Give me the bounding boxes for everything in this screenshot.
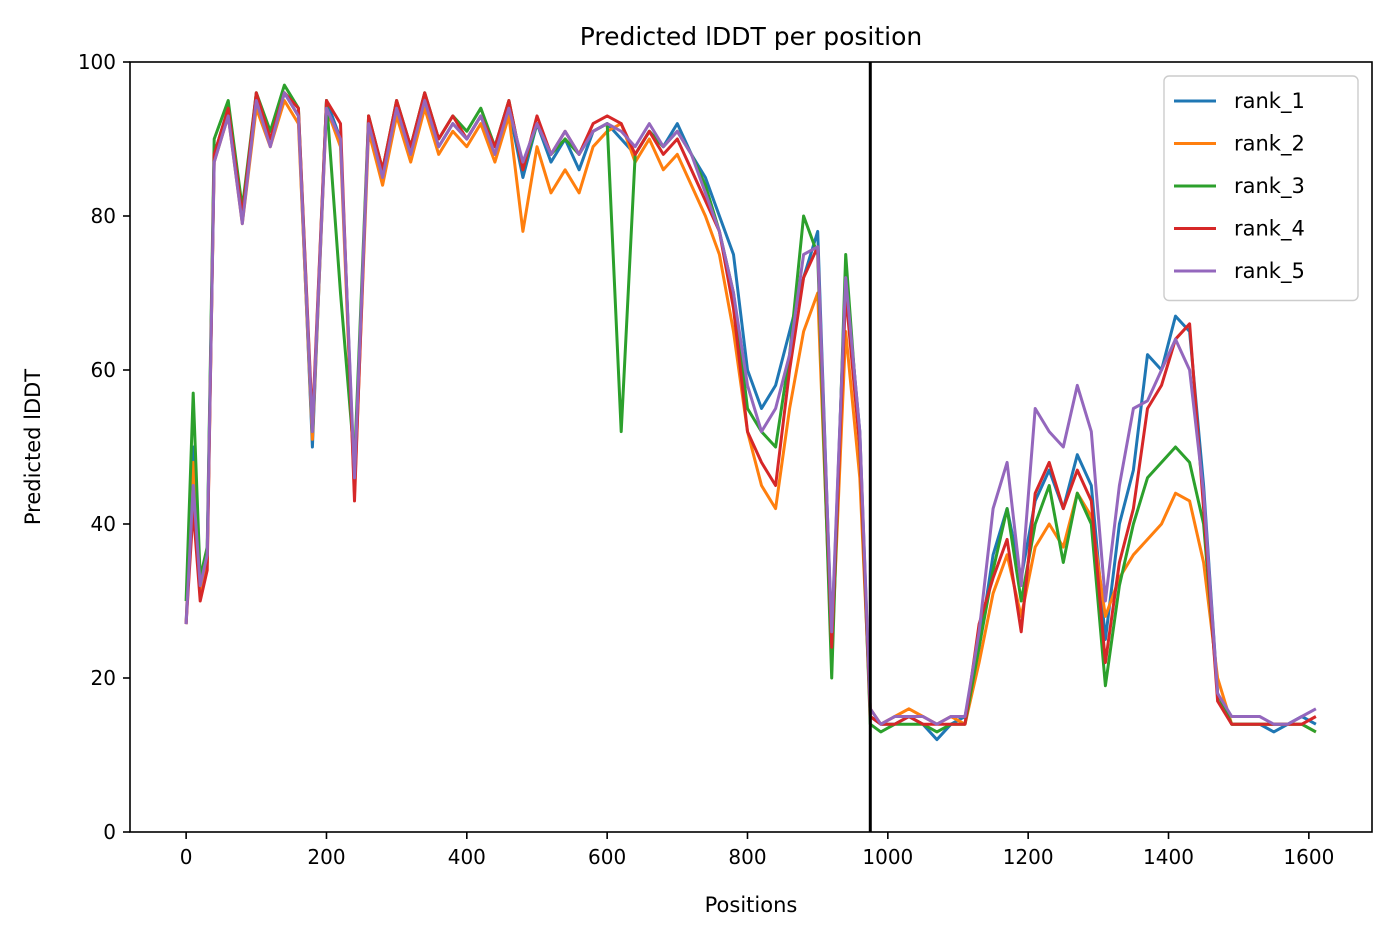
x-tick-label: 1400 [1143,845,1194,869]
legend-label-rank_1: rank_1 [1234,89,1305,114]
y-tick-label: 0 [103,820,116,844]
x-axis-title: Positions [705,893,798,917]
legend-label-rank_4: rank_4 [1234,217,1305,242]
x-tick-label: 0 [180,845,193,869]
x-tick-label: 600 [588,845,626,869]
plot-frame [129,61,1373,833]
x-tick-label: 800 [728,845,766,869]
legend-label-rank_2: rank_2 [1234,132,1305,157]
series-group [184,83,1317,742]
x-tick-label: 1000 [862,845,913,869]
y-axis: 0 20 40 60 80 100 [78,50,130,844]
x-tick-label: 400 [448,845,486,869]
x-tick-label: 1600 [1283,845,1334,869]
y-tick-label: 60 [91,358,116,382]
legend: rank_1 rank_2 rank_3 rank_4 rank_5 [1163,75,1359,302]
x-tick-label: 200 [307,845,345,869]
chart-title: Predicted lDDT per position [580,22,922,51]
y-axis-title: Predicted lDDT [21,369,45,525]
y-tick-label: 40 [91,512,116,536]
plot-area [129,61,1373,833]
legend-label-rank_3: rank_3 [1234,174,1305,199]
y-tick-label: 20 [91,666,116,690]
legend-box [1163,75,1359,302]
x-tick-label: 1200 [1003,845,1054,869]
x-axis: 0 200 400 600 800 1000 1200 1400 1600 [180,832,1334,869]
series-line-rank_5 [184,91,1317,726]
legend-label-rank_5: rank_5 [1234,259,1305,284]
y-tick-label: 80 [91,204,116,228]
y-tick-label: 100 [78,50,116,74]
